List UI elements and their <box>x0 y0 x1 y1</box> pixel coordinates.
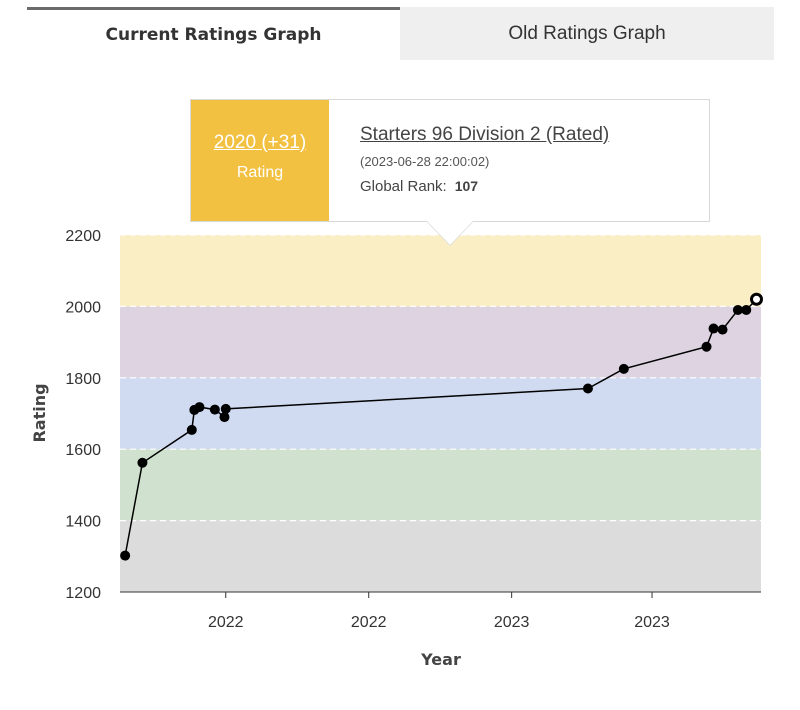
rating-point-11[interactable] <box>708 323 719 334</box>
tooltip-contest-date: (2023-06-28 22:00:02) <box>360 154 490 169</box>
rating-point-6[interactable] <box>219 412 230 423</box>
x-axis-label: Year <box>420 650 461 669</box>
tooltip-rating-label: Rating <box>236 163 284 181</box>
tooltip-rating-panel: 2020 (+31) Rating <box>191 100 329 221</box>
rating-point-2[interactable] <box>186 424 197 435</box>
tooltip-pointer <box>427 221 473 245</box>
rating-point-4[interactable] <box>194 402 205 413</box>
y-tick-label-1600: 1600 <box>65 442 101 459</box>
y-tick-label-2000: 2000 <box>65 299 101 316</box>
rating-band-3 <box>120 306 761 378</box>
x-tick-label-1: 2022 <box>351 614 387 631</box>
rating-band-0 <box>120 520 761 592</box>
rating-point-10[interactable] <box>701 341 712 352</box>
rating-line <box>124 298 758 556</box>
rating-point-9[interactable] <box>618 363 629 374</box>
y-tick-label-1400: 1400 <box>65 514 101 531</box>
rating-band-4 <box>120 235 761 307</box>
tab-current-ratings-graph[interactable]: Current Ratings Graph <box>27 7 400 60</box>
rating-band-1 <box>120 449 761 521</box>
y-tick-label-1800: 1800 <box>65 371 101 388</box>
tooltip-rank-label: Global Rank: <box>360 178 447 195</box>
y-tick-label-1200: 1200 <box>65 585 101 602</box>
contest-tooltip: 2020 (+31) Rating Starters 96 Division 2… <box>190 99 710 222</box>
rating-point-12[interactable] <box>717 324 728 335</box>
rating-bands <box>120 235 761 592</box>
tooltip-contest-link[interactable]: Starters 96 Division 2 (Rated) <box>360 124 610 145</box>
rating-point-5[interactable] <box>209 404 220 415</box>
rating-point-1[interactable] <box>137 457 148 468</box>
rating-point-13[interactable] <box>732 304 743 315</box>
x-tick-label-3: 2023 <box>634 614 670 631</box>
rating-point-14[interactable] <box>741 304 752 315</box>
x-tick-label-2: 2023 <box>494 614 530 631</box>
tooltip-rank-value: 107 <box>454 178 479 194</box>
tooltip-global-rank: Global Rank: 107 <box>360 178 609 195</box>
rating-point-8[interactable] <box>582 383 593 394</box>
tooltip-rating-link[interactable]: 2020 (+31) <box>213 131 307 153</box>
rating-point-0[interactable] <box>120 550 131 561</box>
tab-old-ratings-graph[interactable]: Old Ratings Graph <box>400 7 774 60</box>
y-tick-labels: 1200 1400 1600 1800 2000 2200 <box>65 228 101 602</box>
x-tick-label-0: 2022 <box>208 614 244 631</box>
rating-point-7[interactable] <box>220 403 231 414</box>
x-tick-labels: 2022 2022 2023 2023 <box>208 592 670 631</box>
rating-point-selected[interactable] <box>750 292 764 306</box>
ratings-graph-tabs: Current Ratings Graph Old Ratings Graph <box>27 7 774 60</box>
y-tick-label-2200: 2200 <box>65 228 101 245</box>
tooltip-contest-info: Starters 96 Division 2 (Rated) (2023-06-… <box>329 100 609 221</box>
y-axis-label: Rating <box>30 383 49 442</box>
rating-series <box>120 292 764 561</box>
